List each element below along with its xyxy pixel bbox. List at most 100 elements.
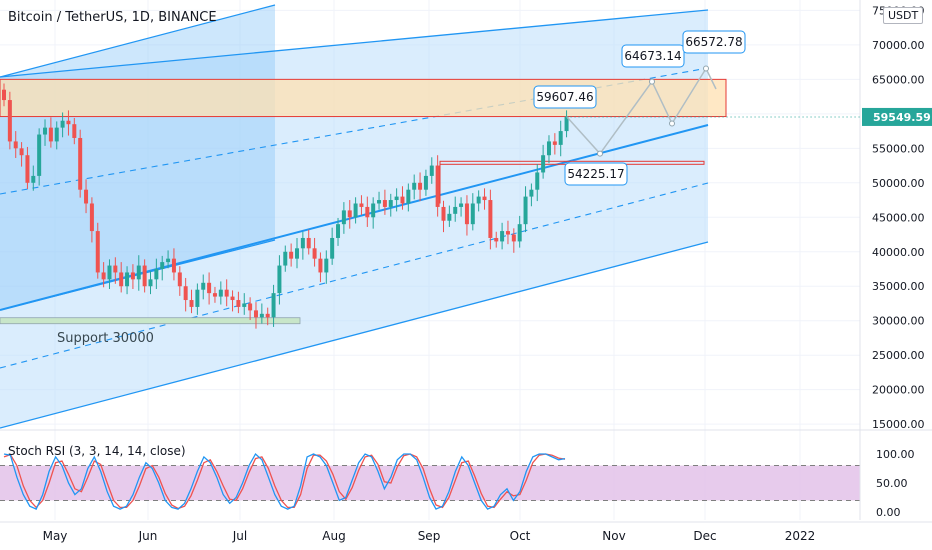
candle-body	[130, 272, 135, 280]
candle-body	[201, 282, 206, 290]
candle-body	[195, 289, 200, 307]
candle-body	[101, 272, 106, 280]
currency-unit-badge[interactable]: USDT	[883, 7, 924, 24]
candle-body	[95, 231, 100, 273]
support-band	[0, 317, 301, 325]
candle-body	[236, 300, 241, 307]
candles	[2, 83, 569, 329]
candle-body	[119, 272, 124, 287]
candle-body	[418, 182, 423, 190]
candle-body	[523, 196, 528, 225]
time-tick-label: Sep	[418, 529, 441, 543]
label-59607-box	[533, 85, 597, 109]
time-tick-label: Dec	[693, 529, 716, 543]
candle-body	[125, 272, 130, 287]
candle-body	[500, 231, 505, 242]
candle-body	[511, 234, 516, 242]
candle-body	[25, 155, 30, 183]
candle-body	[183, 286, 188, 301]
candle-body	[394, 196, 399, 201]
time-tick-label: Jun	[138, 529, 158, 543]
candle-body	[54, 127, 59, 142]
candle-body	[295, 248, 299, 259]
candle-body	[212, 293, 217, 297]
annotations: 59607.46 54225.17 64673.14 66572.78 Support …	[57, 30, 860, 346]
candle-body	[546, 141, 551, 156]
candle-body	[78, 137, 83, 190]
channel-upper-line	[0, 9, 709, 78]
stoch-tick-label: 0.00	[876, 506, 901, 519]
projection-path	[566, 65, 717, 157]
price-tick-label: 25000.00	[872, 349, 925, 362]
stoch-tick-label: 50.00	[876, 477, 908, 490]
candle-body	[224, 289, 229, 297]
candle-body	[171, 258, 176, 273]
candle-body	[148, 279, 153, 287]
candle-body	[60, 120, 65, 128]
candle-body	[371, 203, 376, 218]
label-66572: 66572.78	[685, 35, 742, 49]
candle-body	[312, 248, 317, 259]
candle-body	[271, 293, 276, 318]
candle-body	[66, 120, 71, 125]
candle-body	[154, 269, 159, 280]
price-tick-label: 40000.00	[872, 246, 925, 259]
candle-body	[470, 203, 475, 225]
candle-body	[43, 127, 48, 135]
candle-body	[336, 224, 341, 238]
candle-body	[429, 165, 434, 176]
price-tick-label: 35000.00	[872, 280, 925, 293]
price-tick-label: 55000.00	[872, 142, 925, 155]
candle-body	[242, 303, 247, 307]
candle-body	[447, 213, 452, 221]
projection-point	[703, 65, 709, 72]
candle-body	[253, 310, 258, 318]
candle-body	[453, 206, 458, 214]
channel-lower-dash	[0, 182, 709, 369]
channel-lower-line	[0, 241, 709, 429]
candle-body	[2, 89, 6, 101]
price-tick-label: 50000.00	[872, 177, 925, 190]
candle-body	[318, 258, 323, 273]
candle-body	[423, 175, 428, 190]
label-64673: 64673.14	[624, 49, 681, 63]
candle-body	[300, 237, 305, 249]
time-tick-label: Aug	[322, 529, 345, 543]
price-tick-label: 30000.00	[872, 315, 925, 328]
candle-body	[166, 258, 171, 263]
candle-body	[412, 182, 417, 190]
stoch-rsi-panel	[0, 429, 932, 510]
current-price-label: 59549.59	[873, 111, 931, 124]
stoch-rsi-title: Stoch RSI (3, 3, 14, 14, close)	[8, 444, 186, 458]
candle-body	[31, 175, 36, 183]
candle-body	[529, 189, 534, 197]
candle-body	[136, 265, 141, 280]
price-tick-label: 20000.00	[872, 384, 925, 397]
candle-body	[535, 172, 540, 190]
price-tick-label: 45000.00	[872, 211, 925, 224]
candle-body	[347, 210, 352, 218]
projection-line	[566, 66, 717, 155]
candle-body	[142, 265, 147, 287]
candle-body	[517, 224, 522, 242]
candle-body	[48, 127, 53, 142]
candle-body	[189, 300, 194, 307]
candle-body	[259, 313, 264, 318]
candle-body	[7, 100, 12, 142]
candle-body	[330, 237, 335, 259]
price-tick-label: 15000.00	[872, 418, 925, 431]
time-tick-label: Jul	[232, 529, 247, 543]
candle-body	[558, 131, 563, 145]
support-label: Support 30000	[57, 331, 154, 346]
time-tick-label: Nov	[602, 529, 625, 543]
candle-body	[265, 313, 270, 318]
candle-body	[177, 272, 182, 287]
candle-body	[218, 289, 223, 297]
stoch-k-line	[3, 452, 566, 510]
current-price-badge	[862, 107, 932, 126]
label-54225-box	[564, 162, 628, 186]
candle-body	[84, 189, 89, 204]
candle-body	[382, 200, 387, 207]
candle-body	[306, 237, 311, 249]
